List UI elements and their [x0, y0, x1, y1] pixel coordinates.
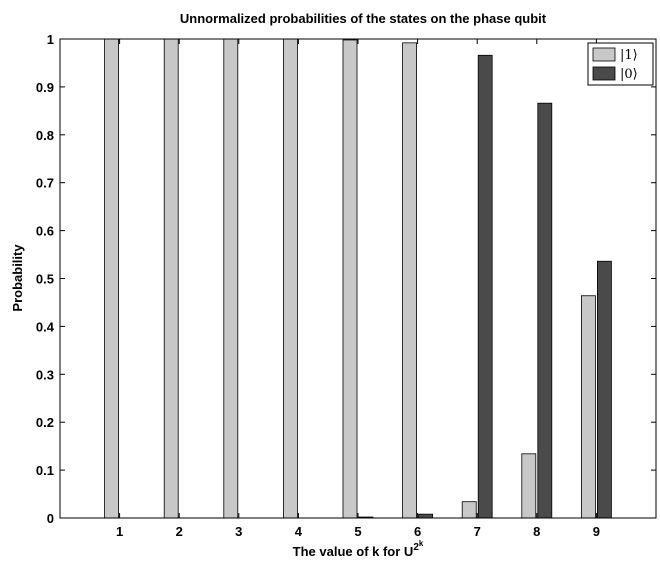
ticks-group: 0 0.1 0.2 0.3 0.4 0.5 0.6 0.7 0.8 0.9 1 1 2 3 4 5 6 7 8 9 — [36, 32, 656, 539]
legend-swatch-0 — [592, 66, 616, 81]
chart-title: Unnormalized probabilities of the states… — [180, 11, 547, 26]
y-tick-label: 0.8 — [36, 128, 54, 143]
x-axis-label-super-superscript: k — [419, 539, 424, 548]
legend-swatch-1 — [592, 47, 616, 62]
x-tick-label: 5 — [354, 524, 361, 539]
x-tick-label: 8 — [533, 524, 540, 539]
x-axis-label: The value of k for U2k — [293, 539, 424, 559]
x-tick-label: 1 — [116, 524, 123, 539]
y-tick-label: 0.5 — [36, 272, 54, 287]
bar-series1-k7 — [477, 54, 493, 519]
y-tick-label: 0.7 — [36, 176, 54, 191]
bars-group — [104, 38, 612, 519]
plot-area: 0 0.1 0.2 0.3 0.4 0.5 0.6 0.7 0.8 0.9 1 1 2 3 4 5 6 7 8 9 — [36, 32, 657, 539]
x-tick-label: 6 — [414, 524, 421, 539]
bar-series0-k3 — [223, 38, 239, 519]
legend-label-1: |1⟩ — [620, 48, 638, 63]
y-tick-label: 0.4 — [36, 319, 55, 334]
y-tick-label: 0.1 — [36, 463, 54, 478]
x-tick-label: 9 — [593, 524, 600, 539]
x-tick-label: 7 — [474, 524, 481, 539]
bar-series0-k7 — [461, 501, 477, 519]
y-tick-label: 0.9 — [36, 80, 54, 95]
bar-series1-k8 — [537, 102, 553, 519]
bar-series0-k4 — [282, 38, 298, 519]
y-tick-label: 0.6 — [36, 224, 54, 239]
bar-series1-k6 — [418, 513, 434, 519]
bar-series1-k9 — [597, 260, 612, 519]
x-axis-label-superscript: 2 — [413, 542, 419, 553]
bar-series0-k5 — [342, 39, 358, 519]
plot-frame — [60, 39, 656, 518]
bar-series0-k8 — [521, 453, 537, 519]
y-tick-label: 0.3 — [36, 367, 54, 382]
x-tick-label: 2 — [176, 524, 183, 539]
y-axis-label: Probability — [10, 244, 25, 312]
y-tick-label: 1 — [47, 32, 54, 47]
x-tick-label: 4 — [295, 524, 303, 539]
y-tick-label: 0.2 — [36, 415, 54, 430]
legend-label-0: |0⟩ — [620, 67, 638, 82]
x-axis-label-base: The value of k for U — [293, 544, 414, 559]
bar-series0-k6 — [402, 42, 418, 519]
bar-series0-k9 — [581, 295, 596, 519]
bar-series0-k2 — [163, 38, 179, 519]
legend: |1⟩ |0⟩ — [587, 42, 654, 86]
plot-border — [59, 38, 657, 519]
y-tick-label: 0 — [47, 511, 54, 526]
bar-series0-k1 — [104, 38, 119, 519]
x-tick-label: 3 — [235, 524, 242, 539]
